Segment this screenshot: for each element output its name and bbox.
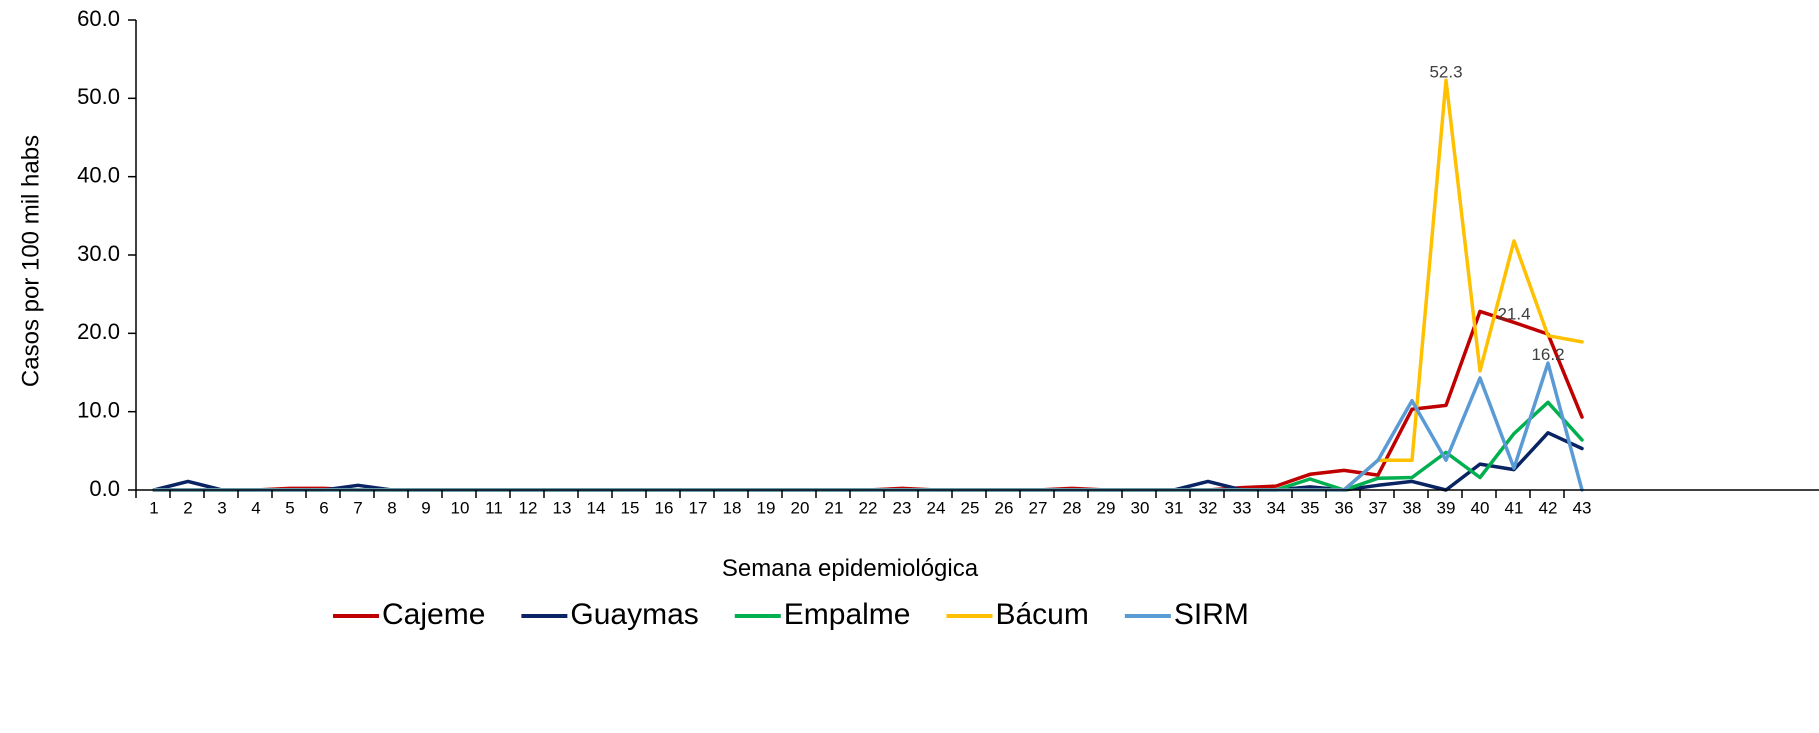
x-tick-label: 37 — [1369, 498, 1388, 517]
y-axis-title: Casos por 100 mil habs — [17, 135, 44, 387]
x-tick-label: 8 — [387, 498, 396, 517]
x-tick-label: 38 — [1403, 498, 1422, 517]
x-tick-label: 21 — [825, 498, 844, 517]
x-tick-label: 31 — [1165, 498, 1184, 517]
series-line-empalme — [152, 400, 1584, 492]
series-lines — [152, 78, 1584, 492]
x-tick-label: 29 — [1097, 498, 1116, 517]
x-tick-label: 36 — [1335, 498, 1354, 517]
x-tick-label: 9 — [421, 498, 430, 517]
data-label: 52.3 — [1429, 62, 1462, 81]
x-tick-label: 17 — [689, 498, 708, 517]
x-tick-label: 25 — [961, 498, 980, 517]
x-tick-label: 39 — [1437, 498, 1456, 517]
x-tick-label: 33 — [1233, 498, 1252, 517]
x-tick-label: 41 — [1505, 498, 1524, 517]
y-tick-label: 60.0 — [77, 6, 120, 31]
x-tick-label: 34 — [1267, 498, 1286, 517]
series-line-bacum — [152, 78, 1584, 492]
y-tick-label: 40.0 — [77, 162, 120, 187]
legend-label: Empalme — [784, 598, 911, 631]
x-tick-label: 10 — [451, 498, 470, 517]
legend-label: SIRM — [1174, 598, 1249, 631]
legend-item: Bácum — [946, 598, 1089, 631]
legend: Cajeme Guaymas Empalme Bácum SIRM — [333, 598, 1249, 631]
legend-item: Empalme — [734, 598, 911, 631]
legend-label: Bácum — [995, 598, 1088, 631]
x-tick-label: 43 — [1573, 498, 1592, 517]
x-tick-label: 22 — [859, 498, 878, 517]
legend-label: Guaymas — [570, 598, 698, 631]
x-tick-label: 27 — [1029, 498, 1048, 517]
x-tick-label: 32 — [1199, 498, 1218, 517]
x-tick-label: 35 — [1301, 498, 1320, 517]
x-tick-label: 4 — [251, 498, 260, 517]
y-axis-ticks: 0.0 10.0 20.0 30.0 40.0 50.0 60.0 — [77, 6, 136, 501]
x-tick-label: 7 — [353, 498, 362, 517]
x-tick-label: 19 — [757, 498, 776, 517]
y-tick-label: 30.0 — [77, 241, 120, 266]
x-tick-label: 24 — [927, 498, 946, 517]
x-axis-title: Semana epidemiológica — [722, 555, 979, 582]
x-tick-label: 40 — [1471, 498, 1490, 517]
axes — [135, 20, 1819, 491]
x-tick-label: 23 — [893, 498, 912, 517]
legend-item: Cajeme — [333, 598, 485, 631]
x-tick-label: 5 — [285, 498, 294, 517]
x-tick-label: 11 — [485, 498, 503, 517]
x-tick-label: 15 — [621, 498, 640, 517]
x-tick-label: 20 — [791, 498, 810, 517]
x-tick-label: 3 — [217, 498, 226, 517]
legend-item: Guaymas — [521, 598, 699, 631]
x-tick-label: 6 — [319, 498, 328, 517]
data-label: 16.2 — [1531, 345, 1564, 364]
legend-item: SIRM — [1124, 598, 1249, 631]
y-tick-label: 0.0 — [89, 476, 120, 501]
x-tick-label: 26 — [995, 498, 1014, 517]
x-tick-label: 13 — [553, 498, 572, 517]
x-tick-label: 28 — [1063, 498, 1082, 517]
x-tick-label: 42 — [1539, 498, 1558, 517]
x-tick-label: 16 — [655, 498, 674, 517]
x-tick-label: 30 — [1131, 498, 1150, 517]
data-label: 21.4 — [1497, 304, 1530, 323]
x-tick-label: 2 — [183, 498, 192, 517]
x-tick-label: 12 — [519, 498, 538, 517]
y-tick-label: 10.0 — [77, 397, 120, 422]
data-labels: 52.3 21.4 16.2 — [1429, 62, 1564, 364]
y-tick-label: 20.0 — [77, 319, 120, 344]
legend-label: Cajeme — [382, 598, 485, 631]
series-line-cajeme — [152, 309, 1584, 492]
x-tick-label: 1 — [149, 498, 158, 517]
x-tick-label: 14 — [587, 498, 606, 517]
x-tick-label: 18 — [723, 498, 742, 517]
y-tick-label: 50.0 — [77, 84, 120, 109]
x-axis-ticks: 1 2 3 4 5 6 7 8 9 10 11 12 13 14 15 16 17 18 19 20 21 22 23 24 2… — [135, 490, 1592, 517]
series-line-sirm — [152, 361, 1584, 492]
